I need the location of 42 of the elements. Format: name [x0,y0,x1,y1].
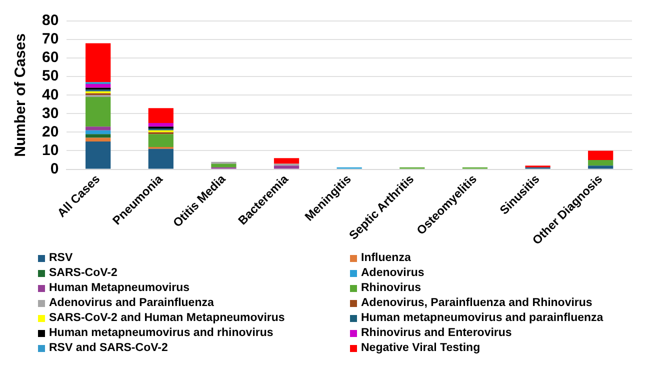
bar [274,166,300,169]
legend-label: Adenovirus, Parainfluenza and Rhinovirus [361,296,592,311]
y-tick-label: 40 [42,86,59,104]
bar [86,134,111,138]
bar [148,108,174,123]
bar [588,166,614,169]
legend-label: Human metapneumovirus and rhinovirus [49,326,274,341]
bar [86,138,111,142]
y-tick-label: 60 [42,49,59,66]
bar [588,150,614,160]
y-tick-label: 50 [42,68,59,85]
y-axis-title: Number of Cases [12,33,30,157]
bar [86,126,111,130]
legend-label: RSV [49,251,73,266]
bar [86,141,111,169]
legend-label: Negative Viral Testing [361,341,480,356]
legend-label: Adenovirus [361,266,424,281]
y-tick-label: 20 [42,123,59,140]
y-tick-label: 30 [42,104,59,122]
bar [148,148,174,169]
bar [86,43,111,82]
bar [86,96,111,127]
legend-label: SARS-CoV-2 [49,266,118,281]
bar [211,164,236,168]
bar [148,122,174,127]
bar [588,160,614,166]
y-tick-label: 70 [42,30,59,48]
legend-label: Influenza [361,251,411,266]
bar [86,130,111,134]
y-tick-label: 10 [42,142,59,159]
legend-label: Rhinovirus and Enterovirus [361,326,512,341]
y-tick-label: 0 [50,160,59,178]
legend-label: Human metapneumovirus and parainfluenza [361,311,604,326]
legend-label: Human Metapneumovirus [49,281,190,296]
y-tick-label: 80 [42,12,59,30]
legend-label: SARS-CoV-2 and Human Metapneumovirus [49,311,285,326]
legend-label: Adenovirus and Parainfluenza [49,296,214,311]
bar [274,158,300,164]
bar [86,84,111,88]
bar [148,134,174,148]
legend-label: RSV and SARS-CoV-2 [49,341,168,356]
legend-label: Rhinovirus [361,281,422,296]
